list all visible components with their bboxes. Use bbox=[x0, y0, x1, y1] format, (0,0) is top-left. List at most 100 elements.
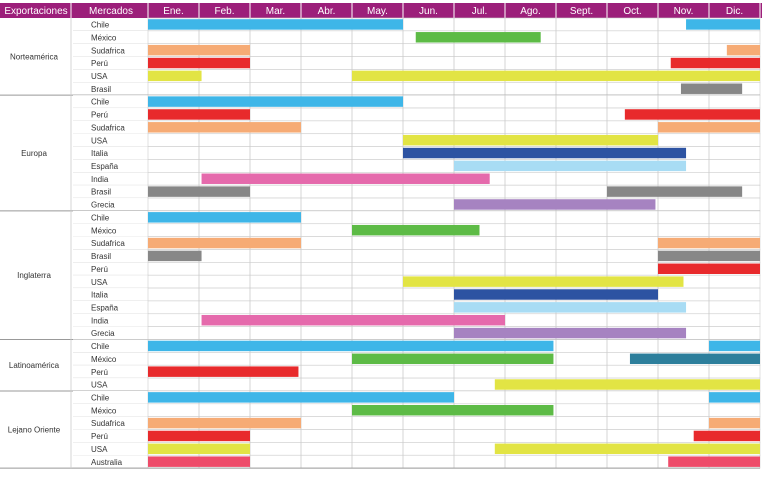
row-bg bbox=[73, 198, 760, 211]
bar-per bbox=[148, 109, 250, 120]
market-label: Brasil bbox=[91, 85, 111, 94]
market-label: Sudafrica bbox=[91, 123, 125, 132]
bar-italia bbox=[403, 147, 687, 159]
bar-sudafrica bbox=[726, 44, 760, 56]
bar-brasil bbox=[658, 250, 760, 262]
bar-grecia bbox=[454, 199, 656, 210]
bar-chile bbox=[148, 340, 554, 352]
market-label: USA bbox=[91, 136, 108, 145]
header-mercados: Mercados bbox=[89, 6, 133, 17]
bar-per bbox=[148, 57, 250, 69]
bar-chile bbox=[709, 340, 760, 352]
bar-india bbox=[201, 173, 490, 184]
market-label: Chile bbox=[91, 394, 110, 403]
month-label-1: Ene. bbox=[163, 6, 184, 17]
market-label: Perú bbox=[91, 59, 108, 68]
market-label: México bbox=[91, 226, 117, 235]
region-label: Lejano Oriente bbox=[8, 426, 61, 435]
month-label-11: Nov. bbox=[674, 6, 694, 17]
bar-brasil bbox=[607, 186, 743, 197]
bar-mxico bbox=[352, 224, 480, 236]
market-label: Italia bbox=[91, 149, 108, 158]
row-bg bbox=[73, 262, 760, 276]
month-label-12: Dic. bbox=[726, 6, 743, 17]
bar-sudafrica bbox=[148, 237, 301, 249]
bar-sudafrica bbox=[709, 417, 760, 429]
bar-chile bbox=[709, 392, 760, 403]
region-label: Norteamérica bbox=[10, 53, 59, 62]
bar-mxico bbox=[352, 353, 554, 365]
bar-sudafrica bbox=[148, 44, 250, 56]
bar-chile bbox=[148, 392, 454, 403]
month-label-7: Jul. bbox=[472, 6, 488, 17]
row-bg bbox=[73, 82, 760, 96]
bar-usa bbox=[494, 443, 760, 455]
market-label: Chile bbox=[91, 21, 110, 30]
bar-mxico bbox=[352, 405, 554, 416]
row-bg bbox=[73, 249, 760, 263]
bar-india bbox=[201, 314, 506, 326]
bar-italia bbox=[454, 289, 658, 300]
market-label: Brasil bbox=[91, 252, 111, 261]
bar-mxico bbox=[415, 32, 541, 43]
bar-chile bbox=[148, 19, 403, 30]
month-label-3: Mar. bbox=[266, 6, 285, 17]
market-label: Perú bbox=[91, 368, 108, 377]
market-label: Italia bbox=[91, 291, 108, 300]
market-label: USA bbox=[91, 72, 108, 81]
month-label-2: Feb. bbox=[214, 6, 234, 17]
bar-per bbox=[658, 263, 760, 274]
market-label: India bbox=[91, 316, 109, 325]
bar-per bbox=[148, 430, 250, 442]
market-label: Grecia bbox=[91, 329, 115, 338]
bar-espaa bbox=[454, 160, 687, 172]
bar-australia bbox=[148, 456, 250, 467]
bar-espaa bbox=[454, 302, 687, 313]
market-label: Chile bbox=[91, 98, 110, 107]
bar-usa bbox=[494, 379, 760, 390]
market-label: Sudafrica bbox=[91, 419, 125, 428]
month-label-5: May. bbox=[367, 6, 388, 17]
bar-grecia bbox=[454, 327, 687, 339]
market-label: Perú bbox=[91, 265, 108, 274]
bar-chile bbox=[686, 19, 760, 30]
market-label: Chile bbox=[91, 342, 110, 351]
bar-usa bbox=[352, 70, 760, 82]
bar-sudafrica bbox=[148, 122, 301, 133]
market-label: España bbox=[91, 303, 119, 312]
market-label: Sudafrica bbox=[91, 46, 125, 55]
month-label-8: Ago. bbox=[520, 6, 541, 17]
market-label: Perú bbox=[91, 432, 108, 441]
market-label: India bbox=[91, 175, 109, 184]
market-label: México bbox=[91, 33, 117, 42]
header-band bbox=[0, 3, 762, 18]
market-label: Chile bbox=[91, 213, 110, 222]
region-label: Europa bbox=[21, 149, 47, 158]
market-label: Grecia bbox=[91, 201, 115, 210]
market-label: España bbox=[91, 162, 119, 171]
bar-usa bbox=[148, 70, 202, 82]
bar-sudafrica bbox=[658, 122, 760, 133]
month-label-4: Abr. bbox=[318, 6, 336, 17]
region-label: Inglaterra bbox=[17, 271, 51, 280]
market-label: Perú bbox=[91, 111, 108, 120]
month-label-10: Oct. bbox=[623, 6, 641, 17]
bar-mexico-alt bbox=[629, 353, 760, 365]
bar-per bbox=[148, 366, 299, 377]
market-label: México bbox=[91, 355, 117, 364]
bar-per bbox=[624, 109, 760, 120]
bar-brasil bbox=[148, 250, 202, 262]
bar-australia bbox=[668, 456, 760, 467]
market-label: Brasil bbox=[91, 188, 111, 197]
bar-brasil bbox=[148, 186, 250, 197]
market-label: Sudafrica bbox=[91, 239, 125, 248]
bar-chile bbox=[148, 212, 301, 223]
bar-usa bbox=[148, 443, 250, 455]
bar-per bbox=[670, 57, 760, 69]
market-label: México bbox=[91, 406, 117, 415]
bar-usa bbox=[403, 276, 684, 287]
region-label: Latinoamérica bbox=[9, 361, 60, 370]
bar-brasil bbox=[680, 83, 743, 94]
month-label-6: Jun. bbox=[419, 6, 438, 17]
bar-chile bbox=[148, 96, 403, 107]
